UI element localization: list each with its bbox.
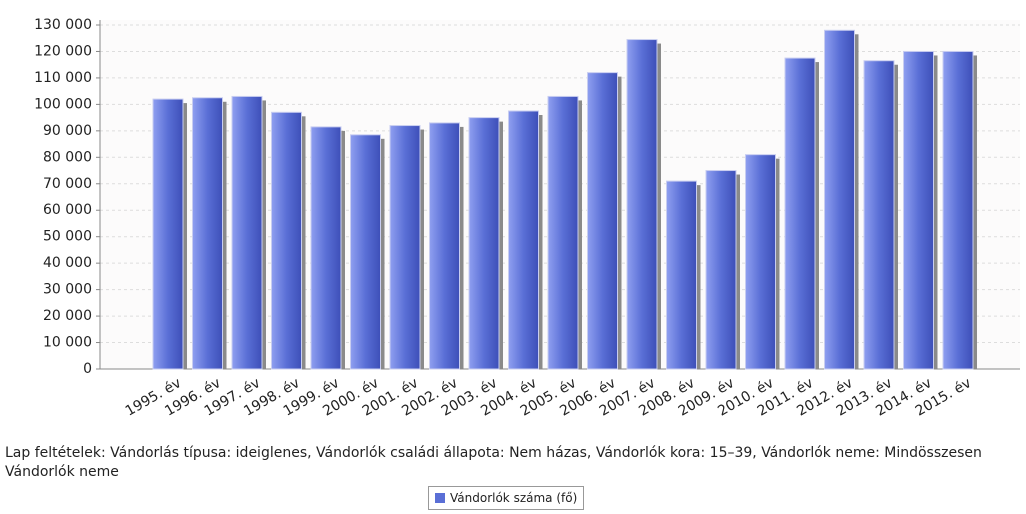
bar bbox=[271, 111, 302, 370]
bar bbox=[310, 126, 342, 370]
bar bbox=[152, 98, 184, 370]
legend-swatch bbox=[435, 493, 445, 503]
y-tick-label: 20 000 bbox=[43, 308, 92, 324]
bar bbox=[784, 57, 816, 370]
bar bbox=[192, 97, 223, 370]
bar bbox=[508, 110, 539, 370]
bar bbox=[824, 29, 855, 370]
bar bbox=[389, 125, 421, 370]
y-tick-label: 130 000 bbox=[34, 17, 92, 33]
y-tick-label: 0 bbox=[83, 361, 92, 377]
bar bbox=[429, 122, 460, 370]
y-tick-label: 50 000 bbox=[43, 229, 92, 245]
legend: Vándorlók száma (fő) bbox=[428, 486, 585, 510]
y-tick-label: 30 000 bbox=[43, 282, 92, 298]
note: Lap feltételek: Vándorlás típusa: ideigl… bbox=[5, 445, 982, 480]
bar bbox=[745, 154, 776, 370]
y-tick-label: 120 000 bbox=[34, 43, 92, 59]
legend-label: Vándorlók száma (fő) bbox=[450, 491, 578, 505]
y-tick-label: 100 000 bbox=[34, 96, 92, 112]
y-tick-label: 90 000 bbox=[43, 123, 92, 139]
bar bbox=[468, 117, 500, 370]
chart: 0 10 000 20 000 30 000 40 000 50 000 60 000 70 … bbox=[34, 17, 1020, 420]
bar bbox=[942, 50, 974, 370]
y-tick-label: 70 000 bbox=[43, 176, 92, 192]
bar bbox=[350, 134, 381, 370]
bar bbox=[903, 50, 934, 370]
bar bbox=[666, 180, 697, 370]
bar bbox=[587, 72, 618, 370]
bar bbox=[705, 170, 737, 370]
bar bbox=[547, 95, 579, 370]
bar bbox=[626, 39, 658, 370]
y-tick-label: 10 000 bbox=[43, 335, 92, 351]
y-tick-label: 40 000 bbox=[43, 255, 92, 271]
y-tick-label: 110 000 bbox=[34, 70, 92, 86]
y-tick-label: 80 000 bbox=[43, 149, 92, 165]
bar bbox=[231, 95, 263, 370]
bar bbox=[863, 60, 895, 370]
y-tick-label: 60 000 bbox=[43, 202, 92, 218]
